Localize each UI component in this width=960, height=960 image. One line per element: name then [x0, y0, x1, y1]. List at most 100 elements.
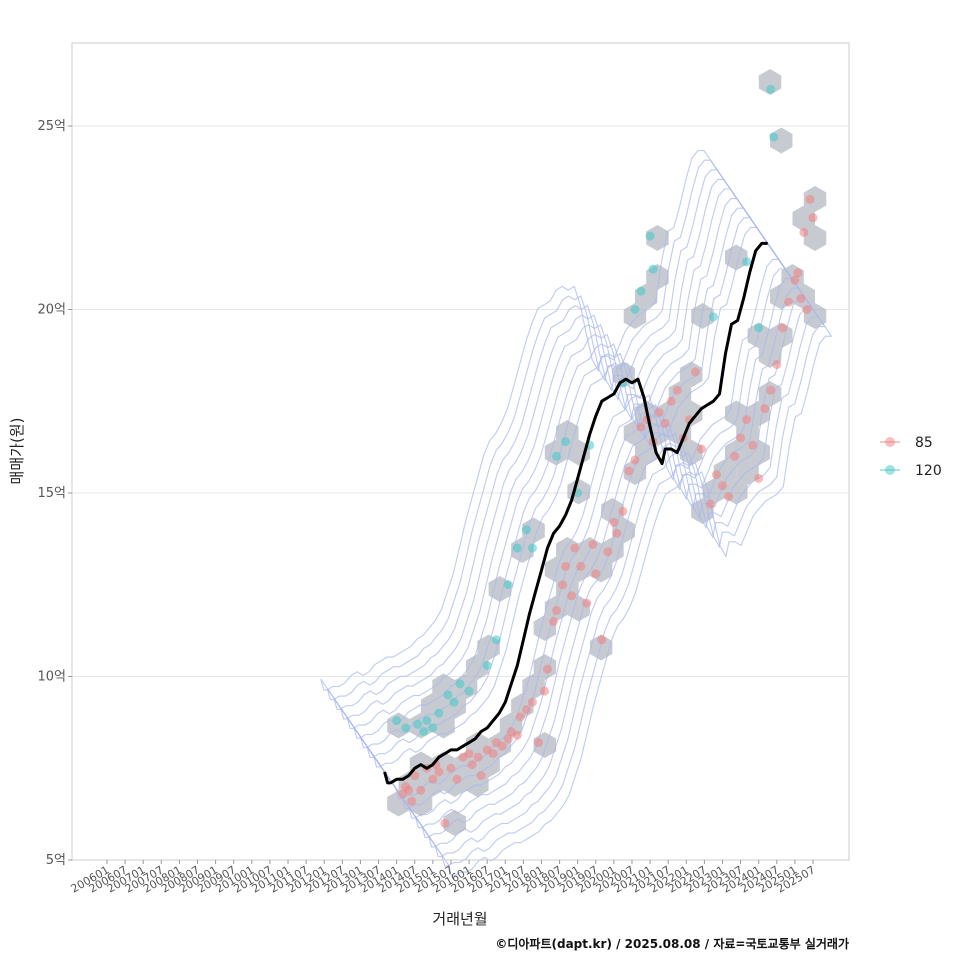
hexbin-cell: [443, 810, 466, 836]
data-point-120: [742, 257, 752, 267]
data-point-85: [512, 730, 522, 740]
density-contour: [333, 169, 820, 858]
hexbin-cell: [792, 205, 815, 232]
data-point-85: [428, 774, 438, 784]
density-contour: [320, 150, 833, 877]
data-point-120: [648, 264, 658, 274]
data-point-120: [708, 312, 718, 322]
data-point-85: [760, 404, 770, 414]
data-point-85: [440, 818, 450, 828]
density-contours: [320, 150, 833, 877]
legend: 85 120: [880, 435, 942, 479]
data-point-85: [799, 227, 809, 237]
data-point-85: [521, 705, 531, 715]
data-point-85: [630, 455, 640, 465]
trend-line: [383, 241, 768, 785]
data-point-85: [654, 407, 664, 417]
data-point-85: [407, 796, 417, 806]
data-point-85: [672, 385, 682, 395]
data-point-120: [552, 451, 562, 461]
data-point-120: [443, 690, 453, 700]
data-point-85: [488, 749, 498, 759]
data-point-120: [482, 660, 492, 670]
data-point-120: [392, 716, 402, 726]
y-tick-label: 25억: [37, 119, 66, 134]
y-tick-label: 5억: [46, 853, 66, 868]
data-point-120: [630, 305, 640, 314]
data-point-120: [512, 543, 522, 553]
hexbin-cell: [747, 322, 770, 349]
legend-label: 120: [915, 463, 942, 479]
data-point-120: [428, 723, 438, 733]
x-axis-title: 거래년월: [432, 910, 487, 928]
data-point-120: [422, 716, 432, 726]
hexbin-cell: [623, 303, 647, 329]
data-point-85: [705, 499, 715, 509]
data-point-120: [645, 231, 655, 241]
data-point-85: [636, 422, 646, 432]
data-point-85: [660, 418, 670, 428]
data-point-120: [561, 437, 571, 447]
data-point-85: [542, 664, 552, 674]
hexbin-cell: [758, 69, 782, 95]
data-point-85: [476, 771, 486, 781]
data-point-120: [754, 323, 764, 333]
data-point-85: [549, 616, 559, 626]
legend-key-point: [885, 437, 895, 447]
hexbin-cell: [409, 790, 433, 817]
y-tick-label: 10억: [37, 670, 66, 685]
data-point-85: [567, 591, 577, 601]
data-points: [392, 84, 818, 828]
data-point-85: [609, 517, 619, 527]
hexbin-cell: [803, 225, 827, 251]
data-point-85: [515, 712, 525, 722]
data-point-85: [793, 268, 803, 278]
data-point-85: [473, 752, 483, 762]
data-point-85: [533, 738, 543, 748]
hexbin-cell: [522, 673, 545, 700]
data-point-85: [603, 547, 613, 557]
data-point-85: [612, 528, 622, 538]
data-point-85: [588, 539, 598, 549]
legend-label: 85: [915, 435, 933, 451]
data-point-85: [790, 275, 800, 285]
data-point-120: [636, 286, 646, 296]
data-point-85: [446, 763, 456, 773]
data-point-85: [802, 305, 812, 314]
data-point-120: [401, 723, 411, 733]
hexbin-cell: [522, 517, 545, 544]
data-point-85: [558, 580, 568, 590]
hexbin-cell: [679, 439, 703, 466]
data-point-120: [527, 543, 537, 553]
data-point-85: [434, 767, 444, 777]
hexbin-cell: [736, 459, 759, 485]
data-point-85: [690, 367, 700, 377]
data-point-85: [742, 415, 752, 425]
y-tick-label: 20억: [37, 303, 66, 318]
data-point-85: [527, 697, 537, 707]
data-point-85: [784, 297, 794, 307]
caption: ©디아파트(dapt.kr) / 2025.08.08 / 자료=국토교통부 실…: [495, 936, 849, 951]
data-point-85: [582, 598, 592, 608]
data-point-85: [711, 470, 721, 480]
y-axis-title: 매매가(원): [8, 418, 26, 485]
plot-panel: [71, 42, 850, 861]
data-point-85: [805, 194, 815, 204]
data-point-120: [769, 132, 779, 142]
data-point-120: [491, 635, 501, 645]
data-point-85: [416, 785, 426, 795]
density-contour: [340, 178, 813, 848]
y-tick-label: 15억: [37, 486, 66, 501]
data-point-85: [467, 760, 477, 770]
data-point-120: [464, 686, 474, 696]
data-point-85: [404, 785, 414, 795]
data-point-85: [796, 293, 806, 303]
data-point-85: [717, 481, 727, 491]
data-point-85: [452, 774, 462, 784]
legend-key-point: [885, 465, 895, 475]
hexbin-cell: [589, 634, 613, 661]
data-point-120: [503, 580, 513, 590]
data-point-85: [736, 433, 746, 443]
hexbin-cell: [544, 556, 568, 583]
